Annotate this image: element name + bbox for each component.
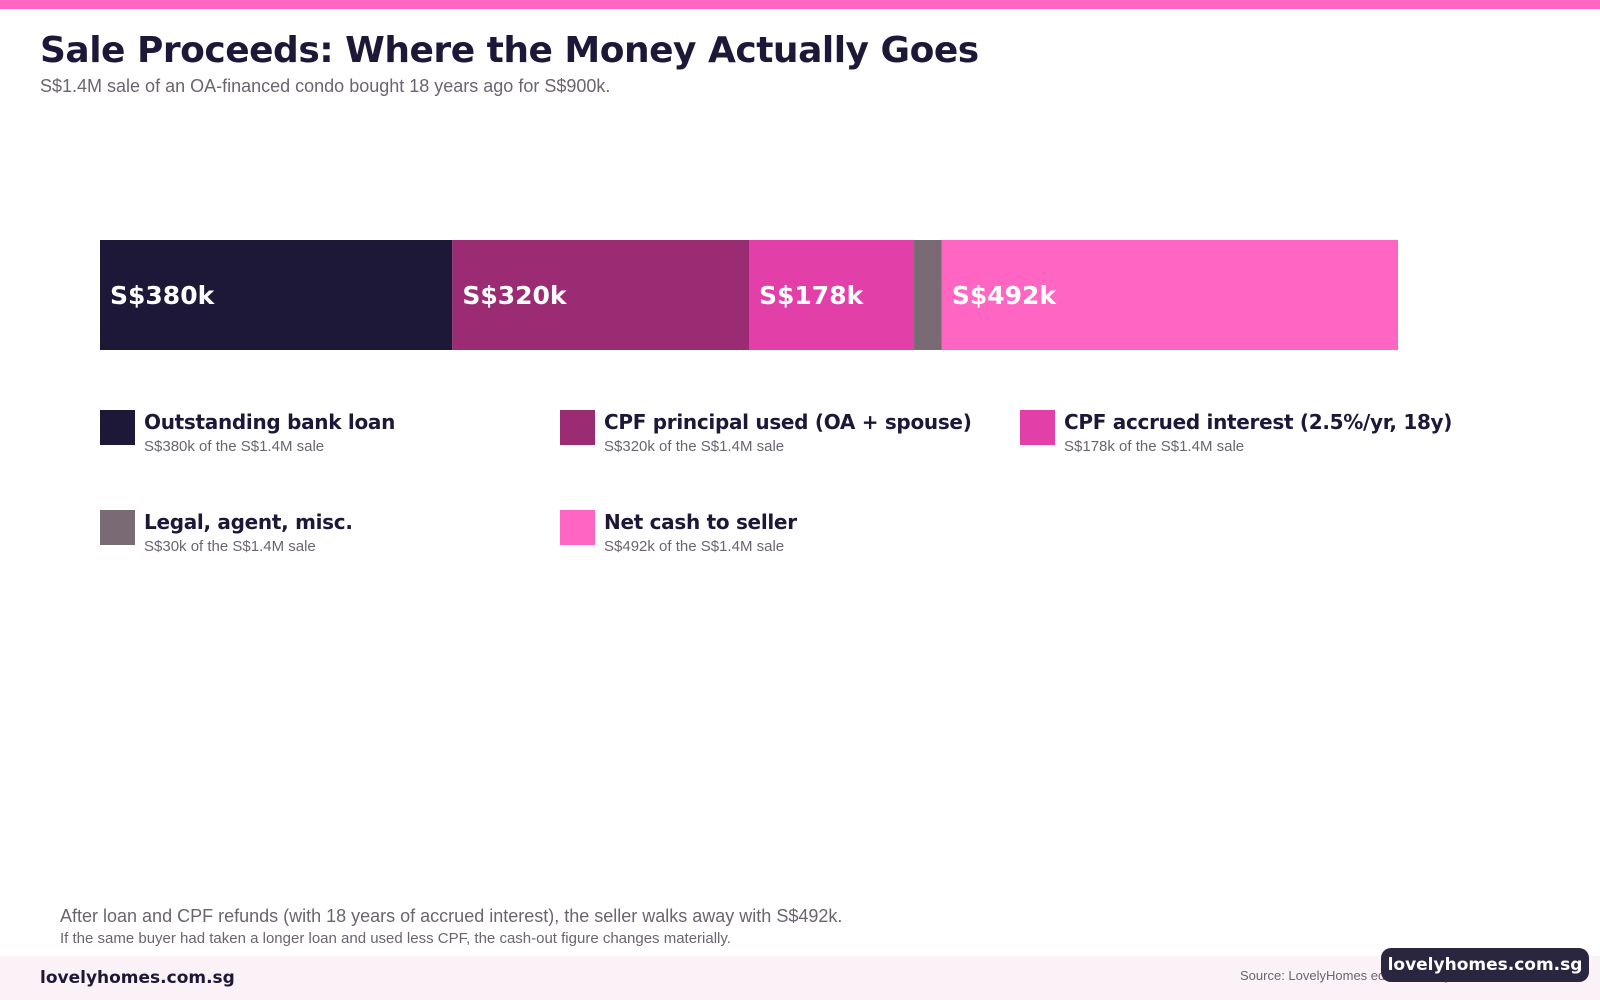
legend-title: Legal, agent, misc. bbox=[144, 510, 353, 534]
bar-segment-1 bbox=[452, 240, 749, 350]
footer-band bbox=[0, 956, 1600, 1000]
chart-subtitle: S$1.4M sale of an OA-financed condo boug… bbox=[40, 76, 611, 96]
legend-title: CPF accrued interest (2.5%/yr, 18y) bbox=[1064, 410, 1453, 434]
legend-item: CPF principal used (OA + spouse) S$320k o… bbox=[560, 410, 1000, 470]
legend-subtitle: S$30k of the S$1.4M sale bbox=[144, 538, 316, 555]
legend-item: Outstanding bank loan S$380k of the S$1.4… bbox=[100, 410, 540, 470]
chart-title: Sale Proceeds: Where the Money Actually … bbox=[40, 30, 979, 71]
accent-top-bar bbox=[0, 0, 1600, 9]
bar-segment-2 bbox=[749, 240, 915, 350]
takeaway-text: After loan and CPF refunds (with 18 year… bbox=[60, 906, 843, 926]
legend-swatch bbox=[100, 510, 135, 545]
bar-segment-label-0: S$380k bbox=[110, 281, 216, 310]
legend-title: Net cash to seller bbox=[604, 510, 797, 534]
legend-title: CPF principal used (OA + spouse) bbox=[604, 410, 972, 434]
legend-swatch bbox=[560, 510, 595, 545]
bar-segment-0 bbox=[100, 240, 453, 350]
legend-subtitle: S$320k of the S$1.4M sale bbox=[604, 438, 785, 455]
legend-swatch bbox=[1020, 410, 1055, 445]
legend-item: CPF accrued interest (2.5%/yr, 18y) S$178… bbox=[1020, 410, 1460, 470]
watermark-badge: lovelyhomes.com.sg bbox=[1381, 948, 1589, 982]
legend-subtitle: S$492k of the S$1.4M sale bbox=[604, 538, 785, 555]
legend-item: Net cash to seller S$492k of the S$1.4M s… bbox=[560, 510, 1000, 570]
legend-subtitle: S$178k of the S$1.4M sale bbox=[1064, 438, 1245, 455]
bar-segment-3 bbox=[914, 240, 942, 350]
legend-subtitle: S$380k of the S$1.4M sale bbox=[144, 438, 325, 455]
legend-swatch bbox=[100, 410, 135, 445]
footnote-text: If the same buyer had taken a longer loa… bbox=[60, 930, 731, 947]
footer-brand: lovelyhomes.com.sg bbox=[40, 968, 235, 988]
legend-swatch bbox=[560, 410, 595, 445]
bar-segment-4 bbox=[941, 240, 1398, 350]
bar-segment-label-4: S$492k bbox=[952, 281, 1058, 310]
bar-segment-label-2: S$178k bbox=[759, 281, 865, 310]
legend-title: Outstanding bank loan bbox=[144, 410, 396, 434]
legend-item: Legal, agent, misc. S$30k of the S$1.4M s… bbox=[100, 510, 540, 570]
bar-segment-label-1: S$320k bbox=[462, 281, 568, 310]
